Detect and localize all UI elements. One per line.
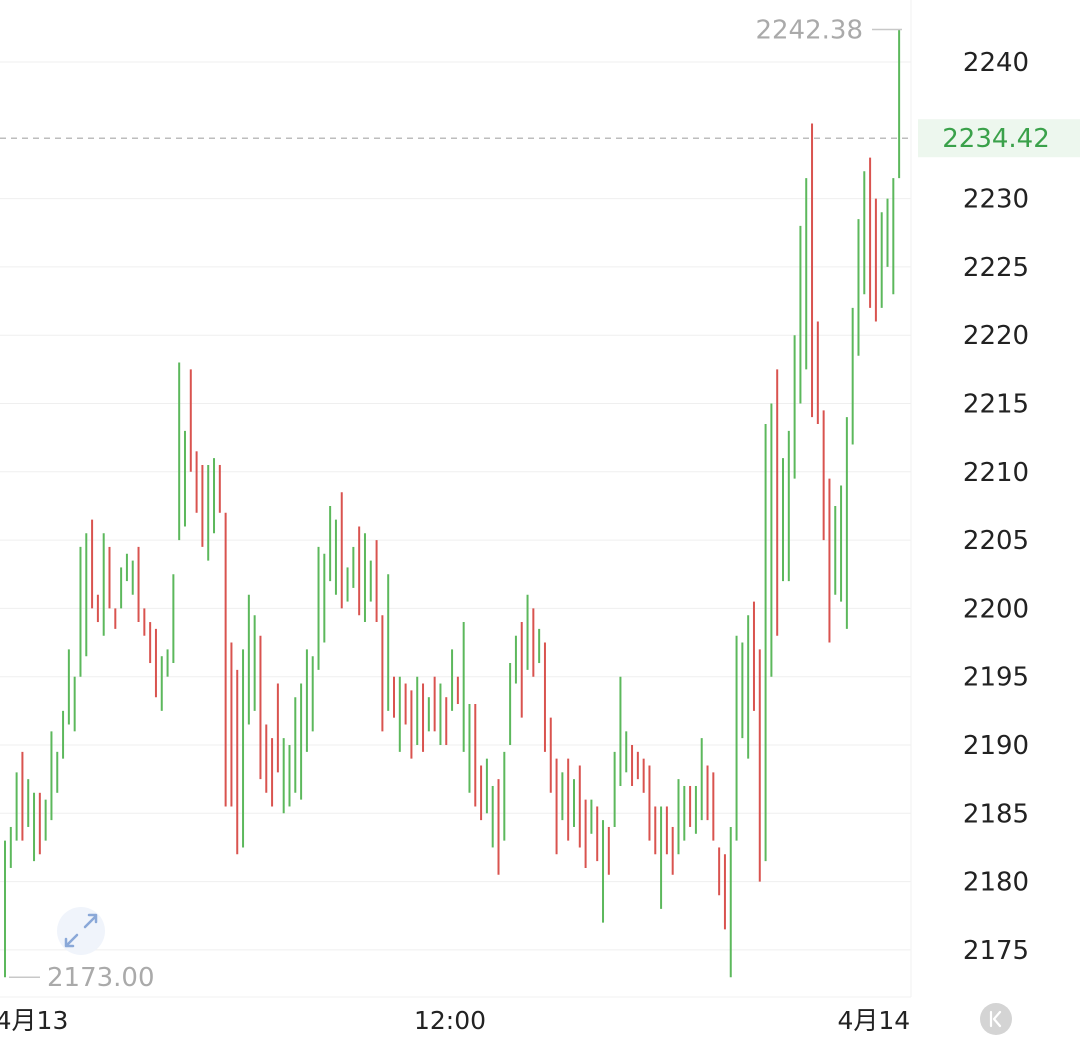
high-marker-label: 2242.38 [755,15,863,45]
y-tick-label: 2200 [963,594,1029,624]
ohlc-bars [4,29,901,978]
y-tick-label: 2215 [963,390,1029,420]
low-marker-label: 2173.00 [47,963,155,993]
expand-chart-button[interactable] [57,907,105,955]
y-tick-label: 2220 [963,321,1029,351]
gridlines [0,0,912,998]
y-tick-label: 2205 [963,526,1029,556]
y-tick-label: 2230 [963,185,1029,215]
chevron-left-bar-icon [989,1010,1002,1028]
y-axis: 2240 2230 2225 2220 2215 2210 2205 2200 2195 2190… [963,48,1029,966]
current-price-badge [918,119,1080,158]
y-tick-label: 2195 [963,663,1029,693]
expand-arrows-icon [64,913,98,948]
current-price-line: 2234.42 [0,119,1080,158]
y-tick-label: 2180 [963,868,1029,898]
y-tick-label: 2175 [963,936,1029,966]
collapse-panel-button[interactable] [980,1003,1012,1035]
x-tick-label: 4月14 [838,1006,911,1035]
y-tick-label: 2185 [963,799,1029,829]
y-tick-label: 2210 [963,458,1029,488]
x-tick-label: 12:00 [414,1006,486,1035]
current-price-label: 2234.42 [942,124,1050,154]
x-axis: 4月13 12:00 4月14 [0,1006,910,1035]
y-tick-label: 2240 [963,48,1029,78]
x-tick-label: 4月13 [0,1006,68,1035]
extreme-markers: 2242.38 2173.00 [9,15,902,993]
y-tick-label: 2225 [963,253,1029,283]
y-tick-label: 2190 [963,731,1029,761]
